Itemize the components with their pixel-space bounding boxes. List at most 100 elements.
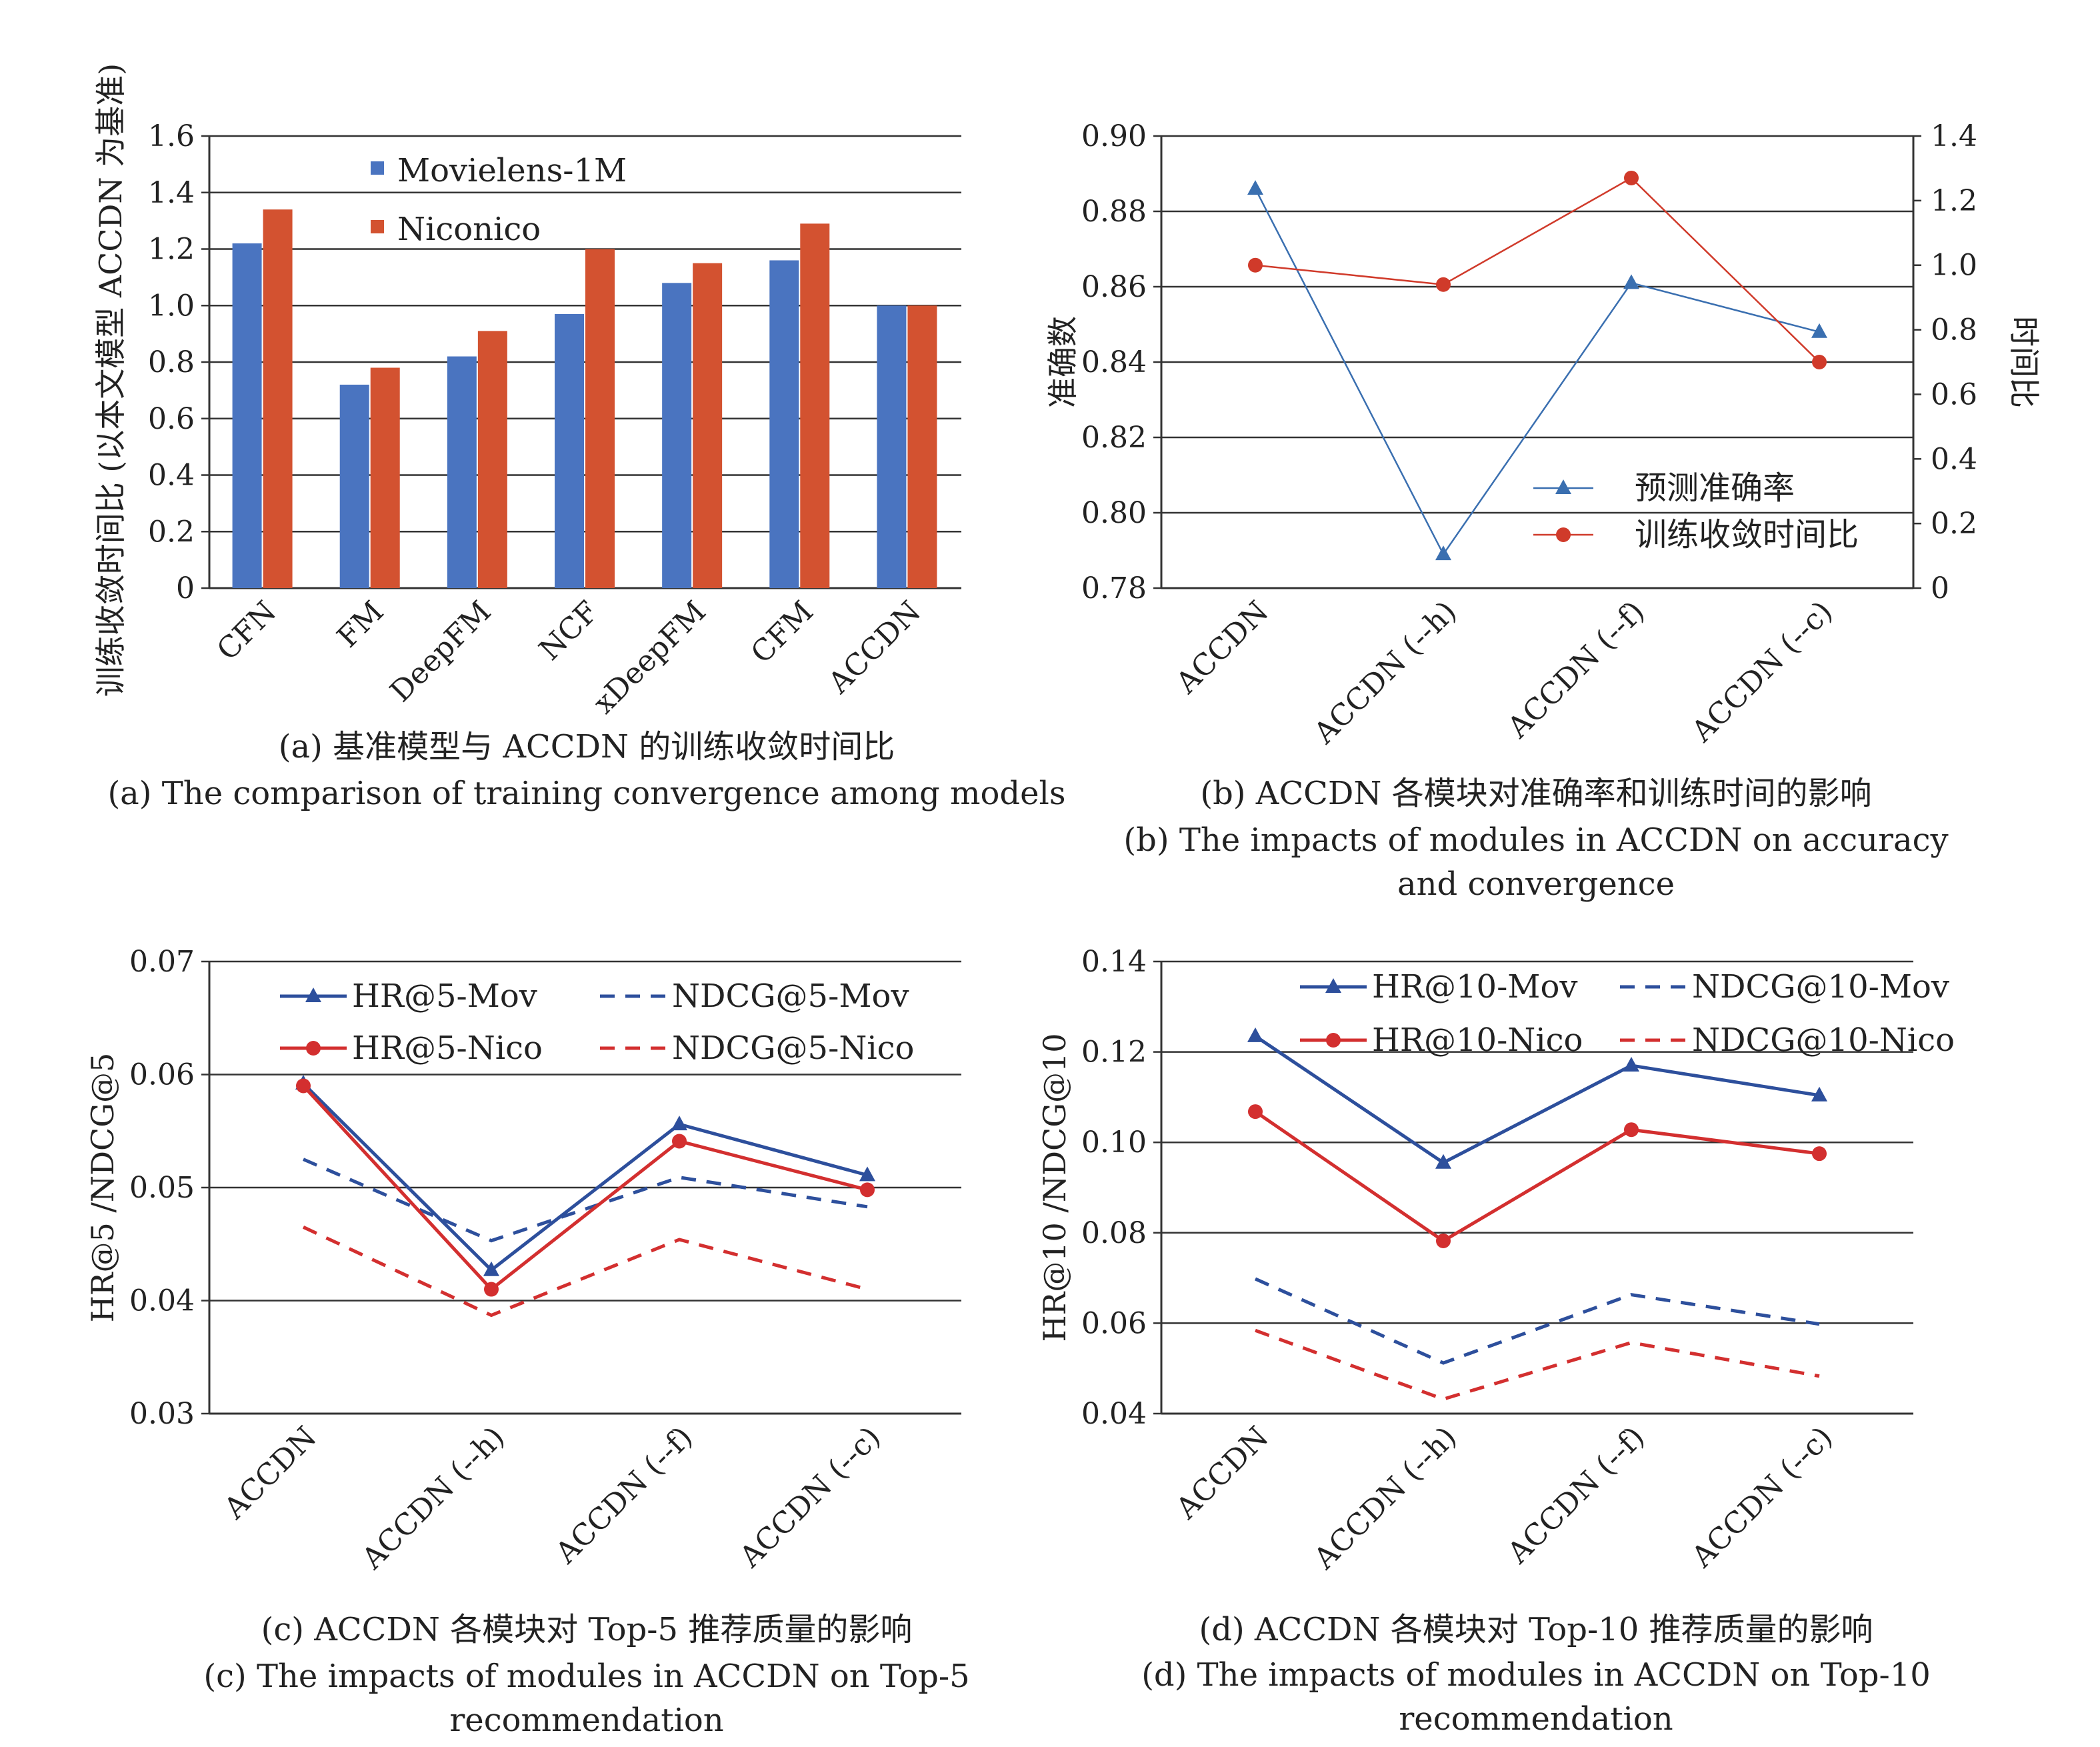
bar-Movielens-1M [232,243,262,588]
caption-cn: (b) ACCDN 各模块对准确率和训练时间的影响 [1200,775,1871,812]
point-预测准确率 [1435,545,1451,561]
series-line-NDCG@5-Nico [302,1226,868,1318]
y-tick-label: 0.2 [148,515,195,549]
point-HR@10-Nico [1248,1104,1263,1120]
x-tick-label: DeepFM [383,595,497,709]
x-tick-label: ACCDN (--h) [1307,1420,1463,1576]
series-line-HR@10-Mov [1254,1034,1820,1165]
caption-en: (c) The impacts of modules in ACCDN on T… [203,1658,969,1695]
legend-label: NDCG@5-Mov [672,978,909,1015]
caption-cn: (c) ACCDN 各模块对 Top-5 推荐质量的影响 [261,1611,913,1648]
legend-label: 预测准确率 [1635,469,1795,507]
caption-en: recommendation [1399,1700,1673,1738]
x-tick-label: CFM [745,595,820,670]
caption-en: (b) The impacts of modules in ACCDN on a… [1123,821,1948,859]
legend-swatch [371,161,384,175]
x-tick-label: CFN [211,595,283,667]
y-tick-label: 0.04 [1081,1397,1147,1431]
y-tick-label: 0.06 [1081,1306,1147,1340]
x-tick-label: NCF [533,595,605,667]
chart-b: 0.78 0.80 0.82 0.84 0.86 0.88 0.90 0 0.2 0.4 0.6 0.… [1045,119,2042,903]
y-tick-label: 1.0 [148,289,195,323]
y-tick-label: 0.05 [129,1171,195,1205]
y-tick-label: 0.04 [129,1284,195,1318]
bar-Movielens-1M [339,384,369,588]
x-tick-label: ACCDN (--h) [1307,595,1463,751]
y-tick-label: 0.8 [148,345,195,379]
x-tick-label: ACCDN (--f) [1501,1420,1651,1571]
y2-tick-label: 0.4 [1931,442,1977,476]
y-axis-label: 准确数 [1045,316,1081,408]
legend-swatch [371,220,384,233]
bar-Niconico [263,209,293,588]
x-tick-label: ACCDN [217,1420,323,1526]
y-tick-label: 0.80 [1081,496,1147,530]
y-tick-label: 0.84 [1081,345,1147,379]
bar-Movielens-1M [555,313,584,588]
bar-Niconico [370,367,400,588]
series-line-预测准确率 [1254,188,1820,556]
legend-marker [1325,978,1341,993]
x-tick-label: ACCDN (--c) [1685,1420,1839,1575]
caption-cn: (a) 基准模型与 ACCDN 的训练收敛时间比 [279,728,895,765]
bar-Niconico [477,331,507,588]
x-tick-label: FM [331,595,391,655]
legend-label: HR@10-Mov [1372,968,1577,1006]
point-HR@10-Mov [1247,1027,1263,1042]
y-tick-label: 0.88 [1081,195,1147,229]
series-line-HR@5-Mov [302,1082,868,1273]
chart-a: 0 0.2 0.4 0.6 0.8 1.0 1.2 1.4 1.6 训练收敛时间比 (以本文模型 … [93,63,1066,812]
point-HR@5-Nico [860,1182,875,1198]
y2-tick-label: 1.0 [1931,249,1977,283]
bar-Movielens-1M [662,283,692,588]
x-tick-label: ACCDN [821,595,927,701]
y2-axis-label: 时间比 [2006,316,2042,408]
legend-label: NDCG@10-Mov [1692,968,1949,1006]
x-tick-label: ACCDN [1169,595,1275,701]
y2-tick-label: 0 [1931,571,1949,605]
bar-Niconico [800,223,830,588]
point-HR@5-Nico [672,1134,687,1149]
bar-Movielens-1M [447,356,477,588]
y-tick-label: 1.6 [148,119,195,153]
x-tick-label: ACCDN [1169,1420,1275,1526]
legend-label: NDCG@10-Nico [1692,1022,1955,1059]
legend-marker [1326,1033,1341,1048]
legend-label: HR@10-Nico [1372,1022,1583,1059]
chart-d: 0.04 0.06 0.08 0.10 0.12 0.14 HR@10 /NDCG@10 AC… [1037,945,1955,1738]
point-HR@10-Mov [1623,1056,1639,1072]
point-HR@10-Nico [1812,1146,1827,1162]
point-HR@10-Mov [1435,1154,1451,1169]
point-HR@10-Nico [1436,1234,1451,1249]
legend-marker [1556,527,1571,542]
point-训练收敛时间比 [1436,277,1451,292]
caption-en: (a) The comparison of training convergen… [107,775,1065,812]
point-HR@5-Nico [484,1282,499,1297]
point-预测准确率 [1811,323,1827,338]
legend-label: 训练收敛时间比 [1635,516,1859,553]
series-line-NDCG@10-Nico [1255,1328,1820,1401]
point-HR@10-Mov [1811,1086,1827,1102]
x-tick-label: ACCDN (--c) [1685,595,1839,749]
y-tick-label: 0.4 [148,459,195,493]
y-tick-label: 0.14 [1081,945,1147,979]
y2-tick-label: 1.4 [1931,119,1977,153]
bar-Niconico [907,305,937,588]
y-tick-label: 0.90 [1081,119,1147,153]
series-line-训练收敛时间比 [1255,177,1820,363]
y-tick-label: 1.4 [148,176,195,210]
legend-marker [1555,479,1571,494]
bar-Niconico [693,263,723,588]
point-训练收敛时间比 [1248,257,1263,273]
bar-Niconico [585,249,615,588]
legend-marker [306,1041,321,1056]
series-line-NDCG@10-Mov [1254,1277,1820,1365]
y2-tick-label: 0.2 [1931,507,1977,541]
x-tick-label: ACCDN (--f) [549,1420,699,1571]
x-tick-label: ACCDN (--c) [733,1420,887,1575]
y-tick-label: 0.08 [1081,1216,1147,1250]
y-tick-label: 0.78 [1081,571,1147,605]
y-axis-label: HR@10 /NDCG@10 [1037,1033,1073,1342]
caption-en: (d) The impacts of modules in ACCDN on T… [1141,1656,1931,1694]
